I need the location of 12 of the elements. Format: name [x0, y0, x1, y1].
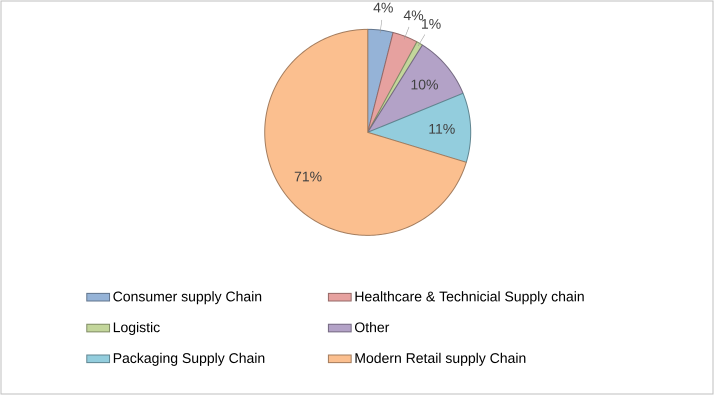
data-label: 1% — [422, 18, 441, 29]
legend-label: Modern Retail supply Chain — [355, 352, 526, 366]
legend-label: Packaging Supply Chain — [114, 352, 264, 366]
data-label: 71% — [294, 172, 322, 182]
data-label: 11% — [429, 124, 455, 134]
legend-label: Healthcare & Technicial Supply chain — [355, 291, 584, 304]
legend-label: Logistic — [114, 322, 160, 336]
data-label: 4% — [404, 10, 424, 20]
data-label: 4% — [373, 2, 393, 13]
legend-label: Other — [355, 322, 390, 332]
data-label: 10% — [412, 80, 438, 90]
legend-label: Consumer supply Chain — [113, 291, 262, 304]
